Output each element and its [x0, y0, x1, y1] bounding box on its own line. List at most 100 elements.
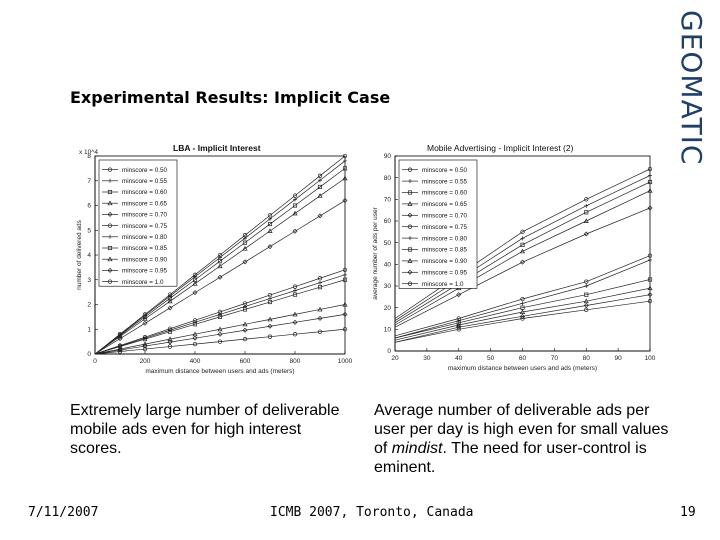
legend-marker — [107, 167, 113, 172]
data-point — [267, 228, 273, 233]
data-point — [584, 279, 589, 284]
y-tick-label: 0 — [387, 348, 391, 355]
data-point — [218, 312, 222, 317]
x-axis-label: maximum distance between users and ads (… — [145, 368, 294, 375]
data-point — [292, 284, 298, 289]
data-point — [142, 343, 148, 349]
data-point — [167, 296, 173, 301]
legend-label: minscore = 0.85 — [122, 245, 167, 252]
data-point — [242, 327, 248, 333]
y-tick-label: 60 — [384, 218, 392, 225]
data-point — [242, 336, 248, 342]
x-tick-label: 1000 — [338, 358, 353, 365]
series-7 — [394, 258, 652, 339]
data-point — [342, 267, 348, 273]
data-point — [217, 314, 223, 319]
data-point — [267, 323, 273, 329]
x-tick-label: 50 — [487, 355, 495, 362]
data-point — [217, 326, 223, 332]
data-point — [317, 306, 323, 312]
series-line — [94, 155, 346, 355]
data-point — [456, 292, 462, 298]
chart-title: LBA - Implicit Interest — [173, 143, 261, 153]
legend-marker — [108, 234, 112, 239]
legend-label: minscore = 0.85 — [422, 247, 467, 254]
data-point — [292, 311, 298, 317]
y-tick-label: 70 — [384, 197, 392, 204]
series-8 — [94, 277, 348, 355]
data-point — [267, 299, 273, 305]
data-point — [218, 255, 222, 260]
legend-label: minscore = 0.60 — [122, 189, 167, 196]
data-point — [584, 197, 589, 202]
data-point — [117, 347, 123, 353]
legend-label: minscore = 0.90 — [422, 258, 467, 265]
data-point — [342, 277, 348, 282]
legend-marker — [108, 178, 112, 183]
data-point — [342, 175, 348, 181]
data-point — [519, 309, 526, 314]
data-point — [317, 184, 323, 189]
data-point — [167, 305, 173, 311]
data-point — [584, 210, 589, 215]
data-point — [647, 292, 653, 298]
data-point — [317, 213, 323, 219]
data-point — [243, 236, 247, 241]
data-point — [456, 327, 461, 332]
legend-label: minscore = 0.60 — [422, 190, 467, 197]
data-point — [292, 292, 298, 297]
legend: minscore = 0.50 minscore = 0.55 minscore =… — [398, 159, 478, 289]
data-point — [217, 274, 223, 280]
series-8 — [394, 277, 653, 339]
data-point — [584, 203, 589, 208]
series-line — [94, 314, 346, 355]
legend-marker — [407, 247, 413, 252]
series-line — [394, 294, 651, 343]
legend-label: minscore = 0.95 — [122, 268, 167, 275]
data-point — [647, 253, 653, 258]
series-line — [94, 279, 346, 355]
chart-title: Mobile Advertising - Implicit Interest (… — [427, 143, 574, 153]
data-point — [142, 320, 148, 326]
data-point — [192, 341, 198, 347]
series-line — [94, 177, 346, 355]
data-point — [584, 292, 589, 297]
data-point — [520, 296, 525, 302]
series-11 — [94, 327, 348, 355]
data-point — [142, 341, 148, 347]
caption-right-text-2: . The need for user-control is eminent. — [374, 440, 647, 476]
data-point — [167, 336, 173, 342]
legend-marker — [107, 267, 113, 273]
legend: minscore = 0.50 minscore = 0.55 minscore =… — [98, 159, 178, 287]
series-line — [394, 168, 651, 319]
data-point — [648, 173, 652, 178]
legend-marker — [107, 223, 113, 228]
x-axis-label: maximum distance between users and ads (… — [448, 365, 597, 372]
y-tick-label: 20 — [384, 305, 392, 312]
legend-label: minscore = 0.65 — [122, 200, 167, 207]
y-tick-label: 6 — [87, 203, 91, 210]
data-point — [318, 280, 322, 285]
caption-right-emphasis: mindist — [391, 440, 443, 457]
data-point — [520, 301, 525, 306]
legend-marker — [107, 189, 113, 195]
data-point — [267, 334, 273, 339]
data-point — [318, 178, 322, 183]
data-point — [520, 242, 525, 247]
y-tick-label: 80 — [384, 175, 392, 182]
y-tick-label: 30 — [384, 283, 392, 290]
data-point — [520, 229, 525, 234]
legend-label: minscore = 1.0 — [122, 279, 164, 286]
y-tick-label: 3 — [87, 277, 91, 284]
data-point — [647, 179, 653, 185]
data-point — [583, 231, 589, 237]
legend-marker — [107, 279, 113, 284]
legend-label: minscore = 0.50 — [422, 167, 467, 174]
y-tick-label: 4 — [87, 252, 91, 259]
legend-marker — [407, 190, 413, 195]
series-5 — [94, 198, 348, 355]
data-point — [647, 285, 653, 291]
series-line — [94, 328, 346, 355]
data-point — [217, 331, 223, 337]
data-point — [142, 337, 148, 342]
